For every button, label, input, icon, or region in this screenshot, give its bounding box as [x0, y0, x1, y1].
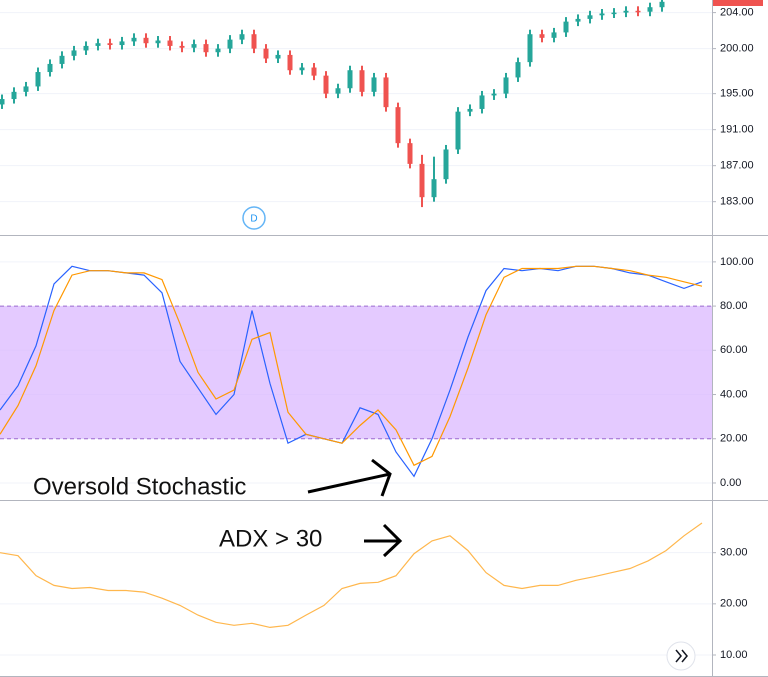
- y-tick-label: 40.00: [720, 388, 748, 400]
- candle-body: [83, 45, 89, 51]
- candle-body: [23, 86, 29, 92]
- candle-body: [299, 67, 305, 71]
- candle-body: [443, 149, 449, 180]
- candle-body: [239, 34, 245, 40]
- candle-body: [11, 91, 17, 100]
- candle-body: [407, 143, 413, 164]
- band: [0, 306, 712, 439]
- candle-body: [419, 163, 425, 198]
- annotation: ADX > 30: [219, 525, 322, 552]
- candle-body: [131, 37, 137, 42]
- candle-body: [263, 48, 269, 59]
- y-tick-label: 200.00: [720, 43, 754, 55]
- candle-body: [635, 10, 641, 13]
- candle-body: [155, 40, 161, 44]
- candle-body: [287, 54, 293, 71]
- candle-body: [659, 1, 665, 8]
- candle-body: [95, 43, 101, 46]
- y-tick-label: 10.00: [720, 649, 748, 661]
- candle-body: [515, 62, 521, 78]
- candle-body: [0, 99, 5, 105]
- annotation-arrow: [364, 523, 403, 558]
- candle-body: [323, 75, 329, 94]
- series-line: [0, 265, 703, 467]
- candle-body: [395, 107, 401, 144]
- candle-body: [551, 32, 557, 38]
- y-tick-label: 20.00: [720, 598, 748, 610]
- last-price-tag: [713, 0, 763, 6]
- candle-body: [107, 43, 113, 46]
- candle-body: [587, 15, 593, 19]
- candle-body: [371, 77, 377, 92]
- y-tick-label: 183.00: [720, 196, 754, 208]
- event-marker-label: D: [250, 214, 257, 225]
- candle-body: [479, 95, 485, 109]
- y-tick-label: 195.00: [720, 88, 754, 100]
- candle-body: [35, 72, 41, 87]
- candle-body: [227, 39, 233, 49]
- candle-body: [647, 7, 653, 12]
- y-tick-label: 80.00: [720, 300, 748, 312]
- annotation: Oversold Stochastic: [33, 473, 246, 500]
- candle-body: [143, 37, 149, 44]
- candle-body: [335, 88, 341, 94]
- candle-body: [47, 63, 53, 73]
- marks: [0, 0, 712, 629]
- y-tick-label: 0.00: [720, 477, 741, 489]
- candle-body: [623, 10, 629, 13]
- candle-body: [275, 54, 281, 59]
- candle-body: [455, 111, 461, 150]
- candle-body: [527, 34, 533, 63]
- scroll-icon: [675, 649, 688, 663]
- y-tick-label: 60.00: [720, 344, 748, 356]
- candle-body: [203, 44, 209, 53]
- candle-body: [431, 179, 437, 198]
- candle-body: [71, 50, 77, 56]
- candle-body: [503, 77, 509, 94]
- axis-labels: 204.00 200.00 195.00 191.00 187.00 183.00 100.…: [712, 7, 754, 661]
- candle-body: [119, 41, 125, 46]
- candle-body: [311, 67, 317, 76]
- candle-body: [599, 13, 605, 16]
- candle-body: [383, 77, 389, 108]
- candle-body: [575, 18, 581, 22]
- y-tick-label: 187.00: [720, 160, 754, 172]
- y-tick-label: 20.00: [720, 433, 748, 445]
- candle-body: [347, 70, 353, 89]
- candle-body: [251, 34, 257, 49]
- candle-body: [167, 40, 173, 46]
- candle-body: [467, 108, 473, 112]
- y-tick-label: 191.00: [720, 124, 754, 136]
- annotation-arrow: [307, 458, 392, 497]
- series-line: [0, 522, 703, 629]
- candle-body: [563, 21, 569, 33]
- candle-body: [215, 48, 221, 53]
- candle-body: [359, 70, 365, 92]
- candle-body: [191, 44, 197, 48]
- y-tick-label: 204.00: [720, 7, 754, 19]
- y-tick-label: 30.00: [720, 547, 748, 559]
- candle-body: [59, 55, 65, 64]
- candle-body: [611, 12, 617, 15]
- y-tick-label: 100.00: [720, 256, 754, 268]
- event-marker[interactable]: [242, 206, 266, 230]
- candle-body: [491, 93, 497, 96]
- candle-body: [179, 45, 185, 48]
- candle-body: [539, 34, 545, 38]
